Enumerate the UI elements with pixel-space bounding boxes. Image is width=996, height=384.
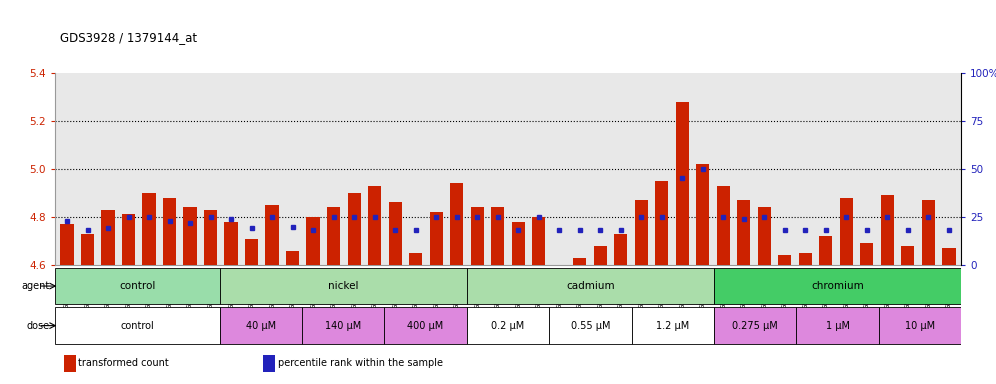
Bar: [450, 183, 463, 265]
Bar: [861, 243, 873, 265]
Bar: [921, 200, 935, 265]
Bar: [224, 222, 238, 265]
Bar: [61, 224, 74, 265]
Bar: [286, 250, 300, 265]
Bar: [512, 222, 525, 265]
Bar: [696, 164, 709, 265]
Bar: [219, 268, 467, 305]
Bar: [942, 248, 955, 265]
Text: cadmium: cadmium: [566, 281, 615, 291]
Text: GDS3928 / 1379144_at: GDS3928 / 1379144_at: [60, 31, 197, 44]
Bar: [532, 217, 546, 265]
Bar: [799, 253, 812, 265]
Bar: [55, 268, 219, 305]
Bar: [797, 307, 878, 344]
Bar: [388, 202, 401, 265]
Text: 10 μM: 10 μM: [905, 321, 935, 331]
Bar: [122, 215, 135, 265]
Bar: [714, 268, 961, 305]
Bar: [219, 307, 302, 344]
Bar: [819, 236, 833, 265]
Bar: [327, 207, 341, 265]
Text: control: control: [121, 321, 154, 331]
Bar: [573, 258, 587, 265]
Text: 40 μM: 40 μM: [246, 321, 276, 331]
Bar: [634, 200, 648, 265]
Text: 400 μM: 400 μM: [407, 321, 443, 331]
Text: 1 μM: 1 μM: [826, 321, 850, 331]
Bar: [163, 198, 176, 265]
Bar: [840, 198, 853, 265]
Bar: [368, 186, 381, 265]
Text: transformed count: transformed count: [79, 358, 169, 369]
Bar: [594, 246, 607, 265]
Bar: [758, 207, 771, 265]
Bar: [183, 207, 197, 265]
Text: 0.2 μM: 0.2 μM: [491, 321, 525, 331]
Bar: [878, 307, 961, 344]
Bar: [470, 207, 484, 265]
Bar: [675, 102, 689, 265]
Bar: [467, 307, 549, 344]
Text: 0.55 μM: 0.55 μM: [571, 321, 611, 331]
Bar: [102, 210, 115, 265]
Text: percentile rank within the sample: percentile rank within the sample: [278, 358, 443, 369]
Text: nickel: nickel: [328, 281, 359, 291]
Bar: [409, 253, 422, 265]
Bar: [307, 217, 320, 265]
Bar: [655, 181, 668, 265]
Bar: [737, 200, 750, 265]
Bar: [631, 307, 714, 344]
Bar: [348, 193, 361, 265]
Bar: [266, 205, 279, 265]
Bar: [880, 195, 894, 265]
Bar: [778, 255, 792, 265]
Text: control: control: [119, 281, 155, 291]
Bar: [302, 307, 384, 344]
Bar: [55, 307, 219, 344]
Bar: [549, 307, 631, 344]
Bar: [716, 186, 730, 265]
Bar: [615, 234, 627, 265]
Bar: [204, 210, 217, 265]
Bar: [81, 234, 95, 265]
Bar: [245, 238, 258, 265]
Text: 1.2 μM: 1.2 μM: [656, 321, 689, 331]
Bar: [901, 246, 914, 265]
Text: 140 μM: 140 μM: [325, 321, 362, 331]
Bar: [467, 268, 714, 305]
Bar: [263, 355, 275, 372]
Bar: [64, 355, 76, 372]
Bar: [429, 212, 443, 265]
Text: dose: dose: [27, 321, 50, 331]
Bar: [384, 307, 467, 344]
Bar: [142, 193, 155, 265]
Text: agent: agent: [22, 281, 50, 291]
Bar: [714, 307, 797, 344]
Bar: [491, 207, 504, 265]
Text: chromium: chromium: [811, 281, 864, 291]
Text: 0.275 μM: 0.275 μM: [732, 321, 778, 331]
